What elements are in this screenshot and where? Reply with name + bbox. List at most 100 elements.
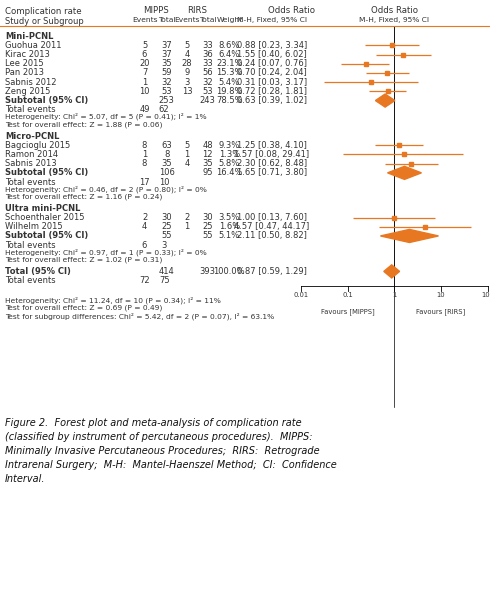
Text: 7: 7: [142, 68, 147, 77]
Text: 5: 5: [142, 41, 147, 50]
Text: Subtotal (95% CI): Subtotal (95% CI): [5, 231, 88, 240]
Text: Total events: Total events: [5, 177, 55, 187]
Text: 3.5%: 3.5%: [219, 213, 240, 222]
Text: 5.1%: 5.1%: [219, 231, 240, 240]
Text: Test for overall effect: Z = 1.02 (P = 0.31): Test for overall effect: Z = 1.02 (P = 0…: [5, 256, 162, 263]
Text: 75: 75: [159, 276, 170, 285]
Text: 48: 48: [202, 141, 213, 150]
Text: 28: 28: [182, 59, 193, 68]
Text: 13: 13: [182, 87, 193, 96]
Text: 1: 1: [392, 292, 396, 298]
Text: 0.1: 0.1: [343, 292, 353, 298]
Text: Test for overall effect: Z = 1.88 (P = 0.06): Test for overall effect: Z = 1.88 (P = 0…: [5, 121, 162, 128]
Text: 37: 37: [161, 41, 172, 50]
Text: 15.3%: 15.3%: [216, 68, 243, 77]
Text: 5: 5: [185, 141, 190, 150]
Text: 53: 53: [202, 87, 213, 96]
Text: 32: 32: [161, 78, 172, 87]
Text: 12: 12: [202, 150, 213, 159]
Text: 5: 5: [185, 41, 190, 50]
Text: 2: 2: [142, 213, 147, 222]
Text: 6: 6: [142, 241, 147, 250]
Text: 2: 2: [185, 213, 190, 222]
Text: 53: 53: [161, 87, 172, 96]
Text: Heterogeneity: Chi² = 0.97, df = 1 (P = 0.33); I² = 0%: Heterogeneity: Chi² = 0.97, df = 1 (P = …: [5, 248, 207, 256]
Text: Zeng 2015: Zeng 2015: [5, 87, 50, 96]
Text: Test for subgroup differences: Chi² = 5.42, df = 2 (P = 0.07), I² = 63.1%: Test for subgroup differences: Chi² = 5.…: [5, 312, 274, 319]
Text: 8: 8: [142, 159, 147, 168]
Text: Total: Total: [199, 16, 217, 22]
Text: 19.8%: 19.8%: [216, 87, 243, 96]
Text: Total (95% CI): Total (95% CI): [5, 267, 71, 276]
Polygon shape: [384, 265, 400, 278]
Text: 2.30 [0.62, 8.48]: 2.30 [0.62, 8.48]: [237, 159, 307, 168]
Text: 9.3%: 9.3%: [219, 141, 240, 150]
Text: 30: 30: [161, 213, 172, 222]
Text: 95: 95: [202, 168, 213, 177]
Text: Kirac 2013: Kirac 2013: [5, 50, 50, 59]
Text: 5.8%: 5.8%: [219, 159, 240, 168]
Text: Mini-PCNL: Mini-PCNL: [5, 32, 53, 41]
Text: 17: 17: [139, 177, 150, 187]
Text: Ramon 2014: Ramon 2014: [5, 150, 58, 159]
Text: Heterogeneity: Chi² = 5.07, df = 5 (P = 0.41); I² = 1%: Heterogeneity: Chi² = 5.07, df = 5 (P = …: [5, 112, 206, 120]
Text: 10: 10: [139, 87, 150, 96]
Text: 10: 10: [159, 177, 170, 187]
Text: 0.72 [0.28, 1.81]: 0.72 [0.28, 1.81]: [237, 87, 307, 96]
Text: 106: 106: [159, 168, 174, 177]
Text: 8.6%: 8.6%: [219, 41, 240, 50]
Text: 16.4%: 16.4%: [216, 168, 243, 177]
Text: Heterogeneity: Chi² = 0.46, df = 2 (P = 0.80); I² = 0%: Heterogeneity: Chi² = 0.46, df = 2 (P = …: [5, 185, 207, 193]
Text: 243: 243: [200, 96, 216, 105]
Text: Odds Ratio: Odds Ratio: [371, 6, 418, 15]
Text: 1.6%: 1.6%: [219, 222, 240, 231]
Text: Total events: Total events: [5, 105, 55, 114]
Text: 49: 49: [139, 105, 150, 114]
Text: M-H, Fixed, 95% CI: M-H, Fixed, 95% CI: [237, 16, 307, 22]
Text: 1.65 [0.71, 3.80]: 1.65 [0.71, 3.80]: [237, 168, 307, 177]
Text: 56: 56: [202, 68, 213, 77]
Text: 36: 36: [202, 50, 213, 59]
Text: 37: 37: [161, 50, 172, 59]
Text: 59: 59: [161, 68, 172, 77]
Text: Study or Subgroup: Study or Subgroup: [5, 16, 84, 26]
Text: Events: Events: [174, 16, 200, 22]
Text: 3: 3: [185, 78, 190, 87]
Text: 10: 10: [437, 292, 445, 298]
Text: 8: 8: [164, 150, 169, 159]
Text: 33: 33: [202, 59, 213, 68]
Text: 32: 32: [202, 78, 213, 87]
Text: Odds Ratio: Odds Ratio: [268, 6, 315, 15]
Text: 1.55 [0.40, 6.02]: 1.55 [0.40, 6.02]: [237, 50, 307, 59]
Text: Subtotal (95% CI): Subtotal (95% CI): [5, 168, 88, 177]
Text: 0.24 [0.07, 0.76]: 0.24 [0.07, 0.76]: [237, 59, 307, 68]
Text: Subtotal (95% CI): Subtotal (95% CI): [5, 96, 88, 105]
Text: 6: 6: [142, 50, 147, 59]
Text: 1: 1: [185, 222, 190, 231]
Text: 4.57 [0.47, 44.17]: 4.57 [0.47, 44.17]: [234, 222, 310, 231]
Polygon shape: [380, 229, 439, 243]
Text: Test for overall effect: Z = 1.16 (P = 0.24): Test for overall effect: Z = 1.16 (P = 0…: [5, 193, 162, 200]
Text: 4: 4: [185, 50, 190, 59]
Text: 6.4%: 6.4%: [219, 50, 240, 59]
Text: 55: 55: [202, 231, 213, 240]
Text: Heterogeneity: Chi² = 11.24, df = 10 (P = 0.34); I² = 11%: Heterogeneity: Chi² = 11.24, df = 10 (P …: [5, 296, 221, 304]
Text: 1: 1: [142, 150, 147, 159]
Text: Schoenthaler 2015: Schoenthaler 2015: [5, 213, 84, 222]
Polygon shape: [375, 94, 395, 107]
Text: 4: 4: [142, 222, 147, 231]
Text: 100.0%: 100.0%: [214, 267, 245, 276]
Text: 8: 8: [142, 141, 147, 150]
Text: Micro-PCNL: Micro-PCNL: [5, 131, 59, 141]
Text: 63: 63: [161, 141, 172, 150]
Text: 253: 253: [159, 96, 174, 105]
Text: Guohua 2011: Guohua 2011: [5, 41, 61, 50]
Text: 30: 30: [202, 213, 213, 222]
Text: Pan 2013: Pan 2013: [5, 68, 44, 77]
Text: Lee 2015: Lee 2015: [5, 59, 44, 68]
Text: 0.70 [0.24, 2.04]: 0.70 [0.24, 2.04]: [237, 68, 307, 77]
Text: MIPPS: MIPPS: [143, 6, 169, 15]
Text: 0.88 [0.23, 3.34]: 0.88 [0.23, 3.34]: [237, 41, 307, 50]
Text: 33: 33: [202, 41, 213, 50]
Text: RIRS: RIRS: [188, 6, 207, 15]
